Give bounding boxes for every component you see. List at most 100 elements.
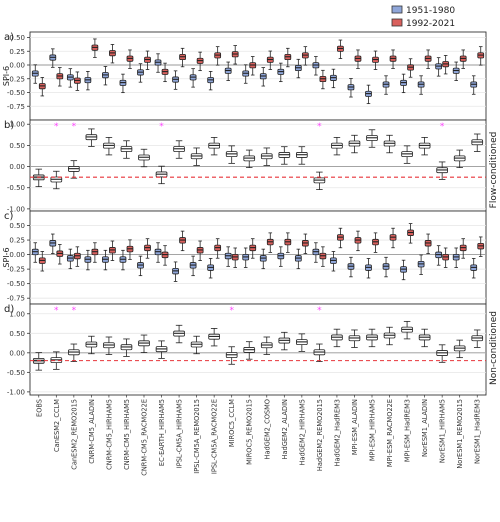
significance-star: * bbox=[317, 306, 322, 316]
y-tick-label: 0.00 bbox=[9, 62, 25, 70]
x-tick-label-CanESM2_CCLM: CanESM2_CCLM bbox=[53, 399, 61, 452]
box-1951-1980-15 bbox=[294, 58, 302, 79]
significance-star: * bbox=[72, 122, 77, 132]
legend-label-1992-2021: 1992-2021 bbox=[406, 19, 455, 29]
box-1951-1980-9 bbox=[189, 255, 197, 277]
box-1951-1980-4 bbox=[102, 66, 109, 86]
box-1992-2021-15 bbox=[301, 233, 309, 254]
box-1992-2021-11 bbox=[231, 45, 239, 65]
box-1951-1980-22 bbox=[417, 75, 425, 95]
y-tick-label: -0.50 bbox=[7, 369, 25, 377]
y-tick-label: -0.25 bbox=[7, 75, 25, 83]
box-1951-1980-0 bbox=[31, 242, 39, 263]
box-1951-1980-13 bbox=[259, 248, 267, 270]
box-1992-2021-22 bbox=[424, 49, 432, 69]
box-1992-2021-14 bbox=[284, 232, 292, 253]
box-1992-2021-11 bbox=[231, 247, 239, 268]
legend: 1951-1980 1992-2021 bbox=[391, 5, 455, 29]
x-tick-labels: EOBS CanESM2_CCLM CanESM2_REMO2015 CNRM-CM5… bbox=[35, 399, 481, 476]
box-1951-1980-19 bbox=[365, 84, 372, 105]
box-4 bbox=[103, 136, 115, 156]
box-2 bbox=[68, 343, 80, 362]
y-tick-label: 1.00 bbox=[9, 310, 25, 318]
box-1992-2021-24 bbox=[459, 238, 467, 259]
legend-label-1951-1980: 1951-1980 bbox=[406, 6, 455, 16]
box-1951-1980-25 bbox=[470, 75, 478, 95]
box-1951-1980-1 bbox=[49, 48, 57, 68]
box-1951-1980-22 bbox=[417, 254, 425, 275]
significance-star: * bbox=[317, 122, 322, 132]
box-1992-2021-4 bbox=[109, 240, 116, 261]
box-6 bbox=[138, 334, 150, 353]
box-1951-1980-20 bbox=[382, 256, 390, 278]
box-1951-1980-11 bbox=[224, 246, 232, 267]
y-tick-label: -0.50 bbox=[7, 89, 25, 97]
box-5 bbox=[120, 140, 133, 159]
box-18 bbox=[348, 134, 361, 154]
box-11 bbox=[225, 346, 238, 365]
box-1951-1980-20 bbox=[382, 75, 390, 95]
box-1992-2021-19 bbox=[372, 232, 379, 253]
x-tick-label-CNRM-CM5_RACMO22E: CNRM-CM5_RACMO22E bbox=[141, 399, 149, 476]
box-13 bbox=[260, 147, 273, 166]
panel-2: 0.50 0.25 0.00 -0.25 -0.50 -0.75 c) SPI-6 bbox=[2, 210, 487, 307]
box-1951-1980-17 bbox=[330, 68, 337, 89]
box-10 bbox=[208, 328, 220, 347]
box-1992-2021-6 bbox=[144, 50, 151, 70]
x-tick-label-HadGEM2_ALADIN: HadGEM2_ALADIN bbox=[281, 399, 289, 460]
box-1951-1980-3 bbox=[84, 71, 92, 91]
box-11 bbox=[225, 145, 238, 164]
box-6 bbox=[138, 148, 150, 168]
box-1951-1980-5 bbox=[119, 249, 127, 271]
box-1992-2021-8 bbox=[179, 47, 186, 68]
panel-letter: d) bbox=[4, 304, 14, 315]
x-tick-label-HadGEM2_COSMO: HadGEM2_COSMO bbox=[263, 399, 271, 460]
box-5 bbox=[120, 338, 133, 357]
box-1992-2021-18 bbox=[354, 49, 362, 69]
panel-frame bbox=[29, 210, 487, 305]
box-14 bbox=[278, 146, 291, 165]
box-1992-2021-4 bbox=[109, 44, 116, 64]
box-1951-1980-2 bbox=[66, 68, 74, 88]
box-1992-2021-3 bbox=[91, 242, 99, 263]
box-14 bbox=[278, 331, 291, 351]
x-tick-label-NorESM1_HIRHAM5: NorESM1_HIRHAM5 bbox=[439, 399, 447, 463]
box-1992-2021-18 bbox=[354, 230, 362, 252]
box-17 bbox=[331, 328, 343, 348]
box-1951-1980-24 bbox=[452, 247, 460, 268]
box-12 bbox=[243, 341, 256, 360]
box-1951-1980-9 bbox=[189, 68, 197, 88]
box-1992-2021-20 bbox=[389, 227, 397, 249]
box-1951-1980-13 bbox=[259, 67, 267, 87]
box-1992-2021-19 bbox=[372, 50, 379, 70]
box-1951-1980-6 bbox=[137, 63, 144, 83]
y-tick-label: 0.00 bbox=[9, 163, 25, 171]
box-1951-1980-7 bbox=[154, 53, 162, 73]
panel-letter: c) bbox=[4, 211, 13, 222]
box-1951-1980-1 bbox=[49, 233, 57, 254]
box-25 bbox=[471, 329, 484, 348]
box-15 bbox=[296, 146, 308, 165]
significance-star: * bbox=[229, 306, 234, 316]
box-17 bbox=[331, 136, 343, 156]
box-1951-1980-21 bbox=[400, 73, 407, 94]
box-1992-2021-15 bbox=[301, 46, 309, 66]
x-tick-label-MPI-ESM_HIRHAM5: MPI-ESM_HIRHAM5 bbox=[369, 399, 377, 461]
box-1951-1980-25 bbox=[470, 258, 478, 279]
y-tick-label: 0.00 bbox=[9, 251, 25, 259]
box-1951-1980-18 bbox=[347, 78, 355, 98]
box-1992-2021-24 bbox=[459, 49, 467, 69]
y-tick-label: -0.75 bbox=[7, 295, 25, 303]
y-axis-label: SPI-6 bbox=[2, 247, 11, 267]
significance-star: * bbox=[440, 122, 445, 132]
x-tick-label-CNRM-CM5_ALADIN: CNRM-CM5_ALADIN bbox=[88, 399, 96, 464]
x-tick-label-CNRM-CM5_HIRHAM5: CNRM-CM5_HIRHAM5 bbox=[123, 399, 131, 470]
x-tick-label-MIROC5_CCLM: MIROC5_CCLM bbox=[228, 399, 236, 447]
box-1951-1980-0 bbox=[31, 64, 39, 84]
box-1951-1980-24 bbox=[452, 61, 460, 81]
box-10 bbox=[208, 136, 220, 156]
box-1951-1980-8 bbox=[172, 261, 179, 282]
box-1992-2021-23 bbox=[442, 55, 450, 75]
panel-3: 1.00 0.50 0.00 -0.50 -1.00 d) * * * * bbox=[4, 303, 487, 398]
box-1992-2021-13 bbox=[266, 232, 274, 253]
